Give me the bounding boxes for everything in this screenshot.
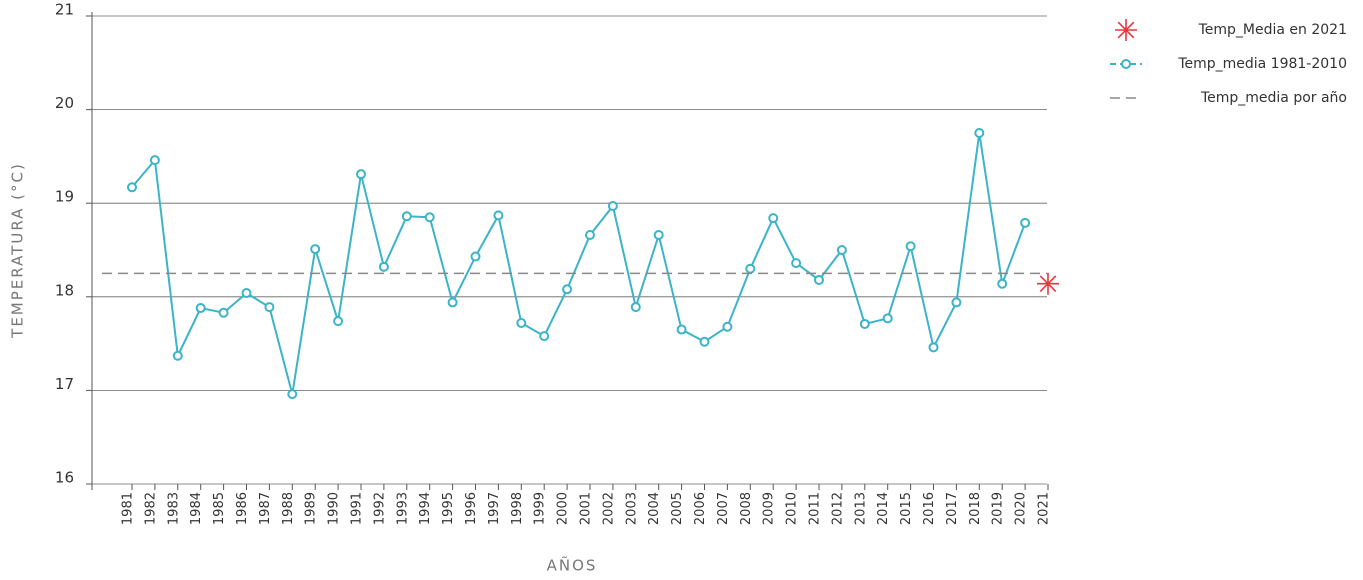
x-tick-label: 2019 xyxy=(991,492,1006,525)
y-tick-label: 18 xyxy=(55,281,74,299)
x-tick-label: 1988 xyxy=(281,492,296,525)
point xyxy=(516,318,527,329)
point xyxy=(333,316,344,327)
point xyxy=(218,307,229,318)
point xyxy=(814,274,824,285)
x-tick-label: 1982 xyxy=(143,492,158,525)
y-tick-label: 21 xyxy=(55,1,74,19)
point xyxy=(836,245,847,255)
x-tick-label: 2007 xyxy=(716,492,731,525)
legend-symbol xyxy=(1121,59,1131,69)
x-tick-label: 1993 xyxy=(395,492,410,525)
point xyxy=(951,297,962,308)
x-tick-label: 1991 xyxy=(350,492,365,525)
x-tick-label: 1997 xyxy=(487,492,502,525)
x-tick-label: 2005 xyxy=(670,492,685,525)
point xyxy=(653,230,664,241)
point xyxy=(172,350,183,361)
point xyxy=(310,244,321,255)
x-tick-label: 2006 xyxy=(693,492,708,525)
point xyxy=(424,212,435,223)
x-tick-label: 1983 xyxy=(166,492,181,525)
point xyxy=(562,284,573,295)
point xyxy=(974,128,985,138)
x-tick-label: 1984 xyxy=(189,492,204,525)
point xyxy=(745,263,756,274)
point xyxy=(997,278,1008,289)
point xyxy=(195,303,206,314)
x-tick-label: 1989 xyxy=(304,492,319,525)
point xyxy=(378,261,389,272)
point xyxy=(241,288,252,299)
x-tick-label: 2011 xyxy=(808,492,823,525)
point xyxy=(539,331,550,342)
point xyxy=(722,321,733,332)
point xyxy=(905,241,916,252)
x-tick-label: 1992 xyxy=(372,492,387,525)
x-tick-label: 2018 xyxy=(968,492,983,525)
point xyxy=(882,313,893,324)
x-tick-label: 1990 xyxy=(327,492,342,525)
y-axis-title: TEMPERATURA (°C) xyxy=(9,162,27,339)
x-tick-label: 2010 xyxy=(785,492,800,525)
point xyxy=(630,302,641,313)
y-tick-label: 16 xyxy=(55,469,74,487)
x-tick-label: 2013 xyxy=(853,492,868,525)
x-tick-label: 2009 xyxy=(762,492,777,525)
y-tick-label: 20 xyxy=(55,94,74,112)
point xyxy=(356,169,366,180)
point xyxy=(1020,217,1031,228)
x-tick-label: 2004 xyxy=(647,492,662,525)
point xyxy=(859,318,870,329)
x-tick-label: 2017 xyxy=(945,492,960,525)
legend-label: Temp_media 1981-2010 xyxy=(1177,56,1347,72)
x-tick-label: 1996 xyxy=(464,492,479,525)
x-tick-label: 2002 xyxy=(601,492,616,525)
x-tick-label: 1994 xyxy=(418,492,433,525)
x-tick-label: 2000 xyxy=(556,492,571,525)
point xyxy=(699,336,710,347)
x-tick-label: 2001 xyxy=(579,492,594,525)
x-tick-label: 2014 xyxy=(876,492,891,525)
x-tick-label: 2008 xyxy=(739,492,754,525)
point xyxy=(791,258,802,269)
legend-symbol xyxy=(1115,19,1137,41)
point xyxy=(127,182,137,193)
point xyxy=(585,230,595,241)
point xyxy=(149,155,160,166)
point xyxy=(768,213,779,224)
star-point xyxy=(1037,272,1059,295)
point xyxy=(493,210,504,221)
point xyxy=(401,211,412,222)
x-tick-label: 2015 xyxy=(899,492,914,525)
point xyxy=(607,201,618,212)
x-tick-label: 1995 xyxy=(441,492,456,525)
legend-label: Temp_media por año xyxy=(1200,90,1347,106)
point xyxy=(447,297,458,308)
line xyxy=(131,132,1027,395)
x-tick-label: 2020 xyxy=(1014,492,1029,525)
x-tick-label: 1981 xyxy=(121,492,136,525)
legend-label: Temp_Media en 2021 xyxy=(1198,22,1347,38)
x-tick-label: 1999 xyxy=(533,492,548,525)
x-tick-label: 2016 xyxy=(922,492,937,525)
point xyxy=(928,342,939,353)
x-tick-label: 2012 xyxy=(830,492,845,525)
x-tick-label: 2021 xyxy=(1037,492,1052,525)
point xyxy=(470,251,481,262)
x-tick-label: 1986 xyxy=(235,492,250,525)
x-tick-label: 1985 xyxy=(212,492,227,525)
point xyxy=(264,302,275,313)
y-tick-label: 17 xyxy=(55,375,74,393)
point xyxy=(676,324,687,335)
x-tick-label: 1998 xyxy=(510,492,525,525)
y-tick-label: 19 xyxy=(55,188,74,206)
x-axis-title: AÑOS xyxy=(547,556,598,575)
x-tick-label: 2003 xyxy=(624,492,639,525)
point xyxy=(287,389,298,400)
x-tick-label: 1987 xyxy=(258,492,273,525)
